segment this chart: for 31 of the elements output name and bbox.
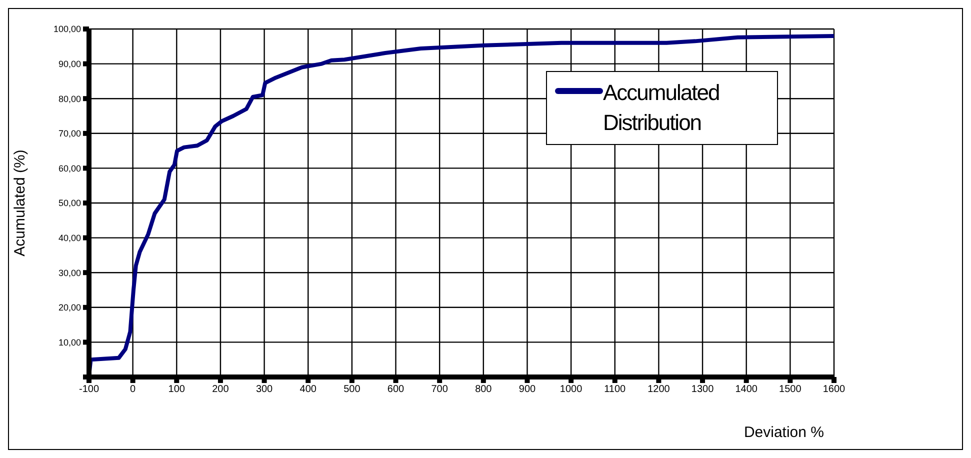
y-tick-label: 20,00 (58, 302, 81, 313)
y-axis-title: Acumulated (%) (11, 150, 28, 256)
y-tick-label: 100,00 (53, 24, 81, 34)
x-tick-label: 100 (168, 384, 186, 396)
x-tick-label: 1600 (822, 384, 846, 396)
y-tick-label: 90,00 (58, 58, 81, 69)
legend-label: Accumulated Distribution (603, 79, 720, 137)
y-tick-label: 60,00 (58, 163, 81, 174)
x-tick-label: 300 (256, 384, 274, 396)
x-tick-label: 500 (344, 384, 361, 396)
x-tick-label: 1200 (648, 384, 670, 396)
y-tick-label: 10,00 (58, 337, 81, 348)
x-tick-label: 1300 (691, 384, 714, 396)
x-tick-label: 1100 (604, 384, 626, 396)
x-axis-title: Deviation % (744, 424, 824, 441)
y-tick-label: 50,00 (58, 198, 81, 208)
x-tick-label: 1400 (735, 384, 758, 396)
x-tick-label: 1000 (560, 384, 583, 396)
x-tick-label: -100 (78, 384, 100, 396)
y-tick-label: 70,00 (58, 128, 81, 139)
x-tick-label: 400 (300, 384, 317, 396)
x-tick-label: 200 (212, 384, 230, 396)
x-tick-label: 800 (475, 384, 492, 396)
x-tick-label: 600 (387, 384, 405, 396)
y-tick-label: 40,00 (58, 232, 81, 243)
y-tick-label: 30,00 (58, 268, 81, 278)
y-tick-label: 80,00 (58, 94, 81, 104)
x-tick-label: 1500 (779, 384, 802, 396)
x-tick-label: 900 (518, 384, 536, 396)
x-tick-label: 0 (130, 384, 136, 396)
x-tick-label: 700 (431, 384, 448, 396)
